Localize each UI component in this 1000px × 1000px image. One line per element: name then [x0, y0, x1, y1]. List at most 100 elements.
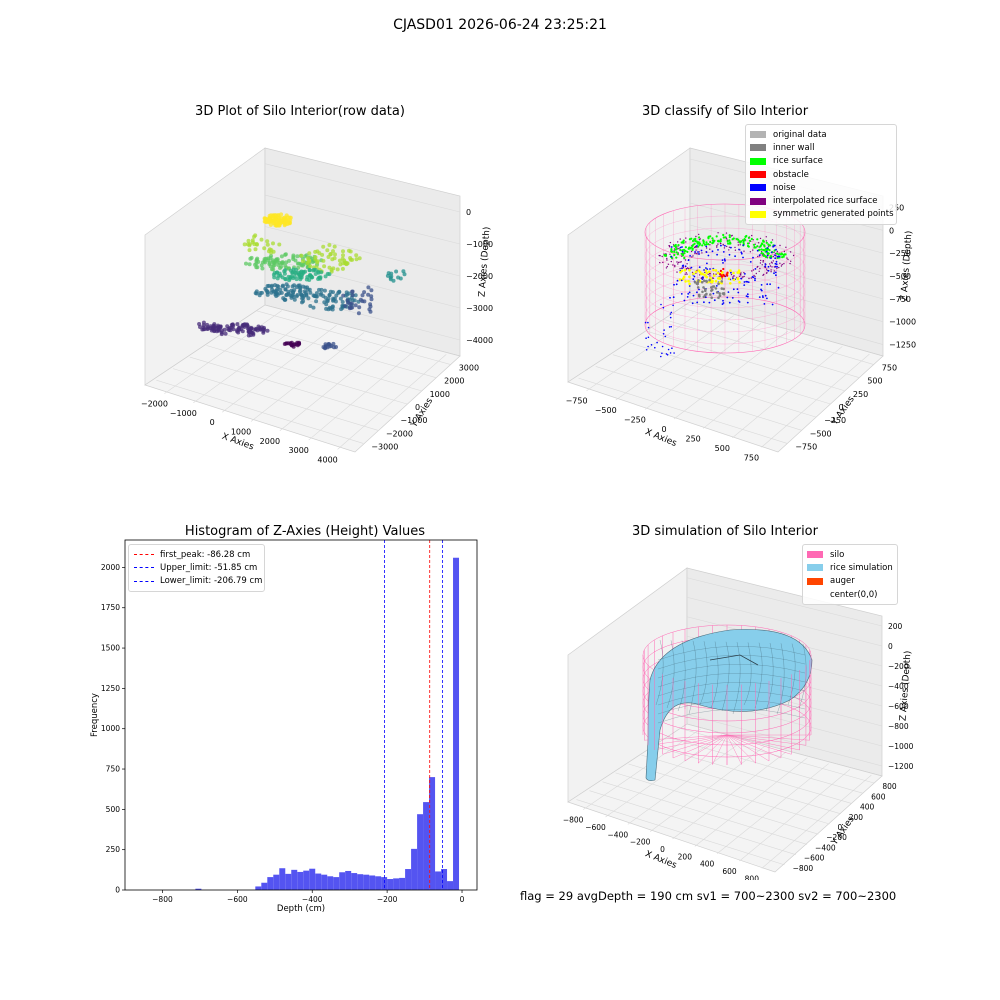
class-point — [679, 248, 682, 252]
y-tick-label: 3000 — [459, 364, 479, 373]
class-point — [771, 266, 773, 268]
simulation-silo-wireframe-front — [642, 655, 812, 765]
class-point — [677, 244, 680, 247]
class-point — [666, 259, 668, 261]
class-point — [757, 265, 759, 268]
x-tick-label: −800 — [152, 895, 173, 904]
class-point — [686, 296, 689, 298]
raw-point — [244, 261, 248, 266]
class-point — [752, 243, 756, 246]
raw-point — [398, 276, 403, 281]
y-tick-label: 1750 — [101, 603, 120, 612]
raw-point — [366, 285, 371, 290]
histogram-bar — [387, 879, 394, 890]
classify-plot-title: 3D classify of Silo Interior — [641, 104, 809, 119]
raw-point — [242, 242, 247, 247]
histogram-bar — [267, 877, 274, 890]
raw-point — [265, 292, 270, 297]
class-point — [703, 279, 706, 283]
class-point — [781, 256, 784, 259]
rice-surface-mesh — [754, 642, 763, 709]
class-point — [712, 277, 715, 279]
class-point — [717, 243, 719, 245]
raw-point — [357, 305, 362, 310]
class-point — [754, 246, 757, 249]
rice-surface-mesh — [657, 672, 806, 688]
class-point — [692, 243, 695, 246]
classify-points — [644, 232, 795, 358]
class-point — [754, 277, 756, 280]
rice-surface-crest — [709, 654, 759, 666]
class-point — [663, 329, 665, 331]
raw-point — [284, 260, 289, 265]
classify-legend: original data inner wall rice surface ob… — [745, 124, 897, 226]
class-point — [681, 277, 685, 281]
histogram-bar — [291, 869, 298, 890]
y-gridline — [578, 377, 788, 444]
class-point — [683, 268, 687, 272]
raw-point — [321, 345, 326, 350]
raw-point — [304, 293, 309, 298]
y-tick-label: 1250 — [101, 684, 120, 693]
raw-point — [265, 328, 270, 333]
class-point — [683, 299, 686, 302]
x-tick-label: 600 — [722, 867, 737, 876]
raw-point — [260, 290, 264, 295]
class-point — [711, 237, 714, 240]
class-point — [721, 303, 724, 305]
x-tick-label: −2000 — [141, 400, 168, 409]
class-point — [698, 233, 700, 236]
raw-point — [279, 254, 284, 259]
class-point — [716, 245, 718, 247]
rice-surface-mesh — [657, 681, 806, 697]
x-gridline — [337, 354, 447, 450]
class-point — [776, 250, 779, 253]
raw-point — [260, 266, 265, 271]
class-point — [667, 263, 670, 265]
raw-point — [301, 295, 306, 300]
silo-floor-spoke — [648, 734, 728, 746]
z-tick-label: −2000 — [466, 272, 493, 281]
raw-point — [285, 284, 290, 289]
class-point — [725, 232, 728, 234]
raw-point — [271, 241, 275, 246]
raw-point — [254, 289, 259, 294]
class-point — [730, 271, 732, 274]
class-point — [736, 277, 740, 281]
raw-point — [332, 256, 337, 261]
y-gridline — [189, 356, 393, 418]
class-point — [691, 248, 694, 251]
class-point — [710, 289, 713, 292]
silo-floor-spoke — [726, 734, 810, 741]
class-point — [709, 273, 711, 275]
raw-point — [297, 342, 302, 346]
x-tick-label: −400 — [608, 830, 629, 839]
raw-point — [325, 298, 330, 303]
class-point — [752, 256, 754, 259]
class-point — [787, 258, 789, 261]
class-point — [743, 272, 745, 274]
class-point — [689, 255, 691, 257]
class-point — [709, 276, 712, 280]
class-point — [724, 244, 726, 247]
class-point — [754, 268, 757, 270]
raw-point — [275, 221, 280, 226]
raw-point — [386, 271, 391, 276]
raw-point — [301, 284, 306, 289]
rice-surface-mesh — [776, 643, 785, 715]
class-point — [726, 245, 728, 248]
class-point — [698, 239, 701, 241]
class-point — [666, 265, 668, 268]
class-point — [760, 252, 763, 255]
class-point — [645, 337, 647, 340]
class-point — [700, 280, 704, 284]
class-point — [720, 280, 724, 283]
classify-x-ticks: −750 −500 −250 0 250 500 750 — [566, 397, 759, 463]
class-point — [694, 237, 697, 240]
raw-point — [299, 263, 304, 268]
class-point — [766, 254, 769, 257]
x-tick-label: 1000 — [231, 428, 251, 437]
class-point — [772, 255, 774, 258]
